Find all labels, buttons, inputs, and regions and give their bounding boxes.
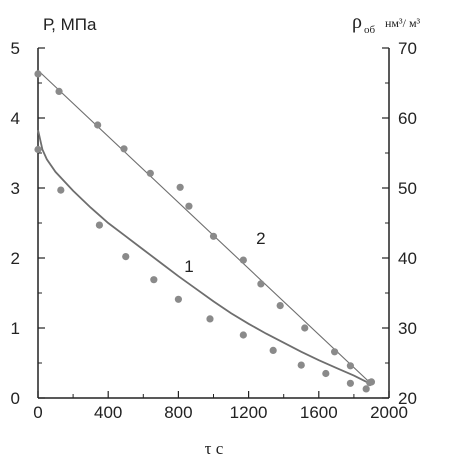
series-2-point [301,324,309,332]
y-right-tick-label: 70 [398,39,417,58]
x-tick-label: 1200 [230,403,268,422]
y-right-label: ρ об нм³/ м³ [352,11,421,36]
y-left-tick-label: 3 [11,179,20,198]
series-1-point [269,346,277,354]
series-2-point [239,256,247,264]
series-2-fit-line [37,69,372,385]
series-2-point [330,348,339,356]
series-2-point [176,183,184,191]
y-right-label-symbol: ρ [352,11,362,33]
series-1-point [122,253,130,261]
series-1-point [57,186,65,194]
series-1-fit-line [37,129,369,384]
series-1-point [322,369,330,378]
curve-label-1: 1 [184,257,193,276]
curve-label-2: 2 [256,229,265,248]
series-2-point [276,302,284,310]
x-tick-label: 0 [33,403,42,422]
y-right-tick-label: 50 [398,179,417,198]
series-1-point [206,315,214,323]
y-right-tick-label: 40 [398,249,417,268]
x-tick-label: 1600 [300,403,338,422]
x-tick-label: 800 [164,403,192,422]
series-2-point [257,280,265,288]
series-1-point [174,295,182,303]
series-1-point [150,276,158,284]
series-2-point [146,169,154,177]
y-left-tick-label: 2 [11,249,20,268]
fit-lines [37,69,372,385]
markers [34,70,376,393]
y-left-tick-label: 5 [11,39,20,58]
x-tick-label: 400 [94,403,122,422]
series-1-point [362,385,370,393]
y-left-tick-label: 0 [11,389,20,408]
series-2-point [185,202,193,210]
series-1-point [239,331,247,339]
series-2-point [34,70,42,78]
series-2-point [55,87,63,95]
series-1-point [346,379,354,387]
series-2-point [209,232,218,240]
y-right-tick-label: 20 [398,389,417,408]
ticks [37,47,390,399]
series-2-point [346,362,354,370]
x-axis-label: τ c [205,439,224,456]
series-1-point [95,221,104,229]
y-right-label-units: нм³/ м³ [385,16,421,30]
series-2-point [120,145,128,153]
y-left-tick-label: 1 [11,319,20,338]
series-1-point [297,361,305,369]
y-left-label: Р, МПа [43,15,97,34]
x-tick-label: 2000 [370,403,408,422]
y-left-tick-label: 4 [11,109,20,128]
series-1-point [34,145,42,154]
y-right-tick-label: 60 [398,109,417,128]
y-right-label-subscript: об [364,24,376,36]
tick-labels: 0 400 800 1200 1600 2000 0 1 2 3 4 5 20 30 40 50 60 70 [11,39,417,422]
y-right-tick-label: 30 [398,319,417,338]
series-2-point [94,121,102,129]
series-2-point [367,378,376,386]
